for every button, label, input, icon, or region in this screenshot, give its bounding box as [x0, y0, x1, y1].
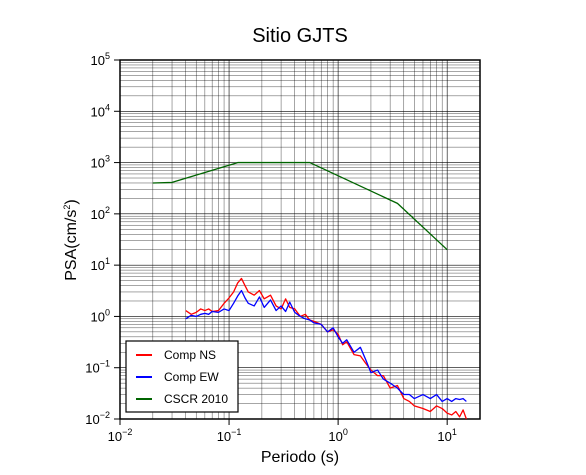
y-tick-label: 102: [91, 205, 110, 222]
y-tick-label: 10−1: [85, 359, 110, 376]
legend-label: Comp EW: [164, 370, 219, 384]
y-tick-label: 104: [91, 102, 110, 119]
y-tick-label: 10−2: [85, 410, 110, 427]
plot-frame: [119, 59, 481, 420]
series-line-cscr-2010: [152, 161, 448, 251]
chart-title: Sitio GJTS: [252, 25, 348, 47]
x-axis-label: Periodo (s): [261, 449, 339, 466]
y-tick-label: 101: [91, 256, 110, 273]
y-tick-label: 103: [91, 154, 110, 171]
series-line-comp-ns: [185, 277, 467, 420]
y-axis-label-sup: 2: [62, 205, 72, 210]
legend-label: CSCR 2010: [164, 392, 228, 406]
legend-label: Comp NS: [164, 348, 216, 362]
axis-ticks: 10−2 10−1 100 101 10−2 10−1 100 101 102 103 104 105: [85, 51, 457, 444]
x-tick-label: 101: [437, 427, 456, 444]
y-tick-label: 105: [91, 51, 110, 68]
y-tick-label: 100: [91, 307, 110, 324]
y-axis-label-main: PSA(cm/s: [63, 210, 80, 281]
legend: Comp NS Comp EW CSCR 2010: [125, 340, 239, 413]
x-tick-label: 10−1: [217, 427, 242, 444]
x-tick-label: 10−2: [108, 427, 133, 444]
series-line-comp-ew: [185, 289, 467, 403]
y-axis-label: PSA(cm/s2): [62, 199, 80, 280]
y-axis-label-end: ): [63, 199, 80, 204]
series-layer: [152, 161, 467, 420]
x-tick-label: 100: [328, 427, 347, 444]
